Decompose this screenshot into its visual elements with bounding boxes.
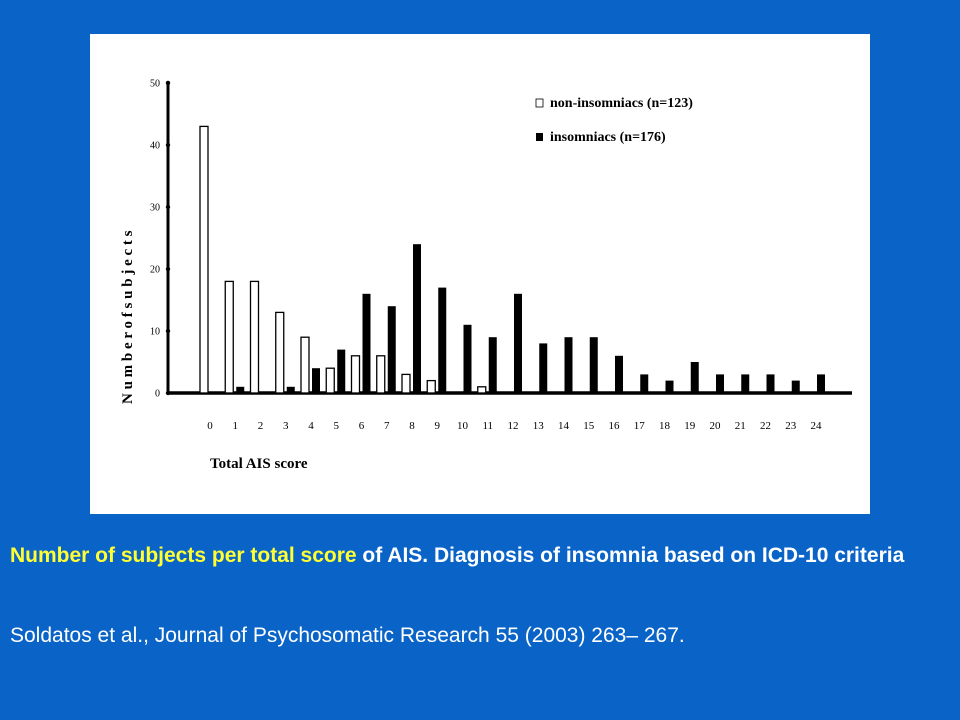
y-tick-label: 0 [155,389,160,400]
bar-insomniacs [716,374,724,393]
y-tick-mark [165,204,171,210]
bar-non-insomniacs [275,311,285,394]
bar-insomniacs [488,337,497,393]
bar-insomniacs [564,337,573,393]
bar-insomniacs [615,355,623,393]
x-tick-label: 0 [207,420,213,432]
bar-insomniacs [337,349,346,393]
bar-insomniacs [640,374,649,393]
bar-insomniacs [413,244,421,393]
bar-non-insomniacs [350,355,361,394]
bar-insomniacs [312,368,320,393]
bar-non-insomniacs [376,355,386,394]
y-tick-mark [165,266,171,272]
bar-insomniacs [387,306,396,393]
bar-insomniacs [286,386,295,393]
x-tick-label: 9 [435,420,441,432]
x-axis-label: Total AIS score [210,456,308,472]
bar-non-insomniacs [224,280,234,394]
x-tick-label: 20 [710,420,722,432]
chart-legend: non-insomniacs (n=123) insomniacs (n=176) [535,96,693,145]
x-tick-label: 17 [634,420,646,432]
bar-insomniacs [741,374,750,393]
caption-rest: of AIS. Diagnosis of insomnia based on I… [356,544,905,567]
bar-non-insomniacs [426,379,436,394]
x-tick-label: 16 [609,420,621,432]
y-tick-mark [165,80,171,86]
bar-insomniacs [665,380,674,393]
bar-insomniacs [791,380,800,393]
legend-label-insomniacs: insomniacs (n=176) [550,130,666,145]
bar-insomniacs [539,343,548,393]
bar-insomniacs [690,362,699,393]
bar-insomniacs [817,374,825,393]
x-tick-label: 8 [409,420,415,432]
bar-non-insomniacs [477,386,487,394]
y-tick-mark [165,390,171,396]
x-tick-label: 1 [233,420,239,432]
x-tick-label: 14 [558,420,570,432]
x-tick-label: 7 [384,420,390,432]
chart-panel: 0 10 20 30 40 50 0 1 2 3 4 5 6 7 8 9 10 11 12 13 14 15 16 17 18 1… [90,34,870,514]
bar-non-insomniacs [249,280,260,394]
y-axis-label: N u m b e r o f s u b j e c t s [120,230,136,404]
legend-swatch-insomniacs [536,133,543,141]
x-tick-label: 11 [482,420,493,432]
bar-non-insomniacs [199,125,209,394]
x-tick-label: 19 [684,420,696,432]
bar-non-insomniacs [325,367,335,394]
x-tick-label: 10 [457,420,469,432]
y-tick-label: 10 [150,327,160,338]
x-tick-label: 4 [308,420,314,432]
x-tick-label: 18 [659,420,671,432]
x-tick-label: 12 [508,420,519,432]
x-tick-label: 24 [811,420,823,432]
x-tick-label: 15 [583,420,595,432]
caption-highlight: Number of subjects per total score [10,544,357,567]
citation: Soldatos et al., Journal of Psychosomati… [10,624,685,647]
y-tick-mark [165,328,171,334]
y-tick-label: 30 [150,203,160,214]
bar-insomniacs [766,374,775,393]
bar-insomniacs [236,386,245,393]
figure-caption: Number of subjects per total score of AI… [10,541,940,570]
x-tick-label: 5 [334,420,340,432]
y-tick-label: 40 [150,141,160,152]
bar-insomniacs [438,287,447,393]
bar-insomniacs [514,293,522,393]
y-tick-mark [165,142,171,148]
y-tick-label: 20 [150,265,160,276]
chart-bars [199,125,825,394]
x-tick-label: 3 [283,420,289,432]
bar-insomniacs [362,293,371,393]
legend-swatch-non-insomniacs [535,98,544,108]
y-tick-label: 50 [150,79,160,90]
legend-label-non-insomniacs: non-insomniacs (n=123) [550,96,693,111]
bar-non-insomniacs [401,373,411,394]
x-tick-label: 23 [785,420,797,432]
x-tick-label: 22 [760,420,771,432]
bar-insomniacs [589,337,598,393]
bar-insomniacs [463,324,472,393]
x-tick-label: 13 [533,420,545,432]
x-tick-label: 21 [735,420,746,432]
bar-non-insomniacs [300,336,310,394]
x-tick-label: 6 [359,420,365,432]
x-tick-label: 2 [258,420,264,432]
